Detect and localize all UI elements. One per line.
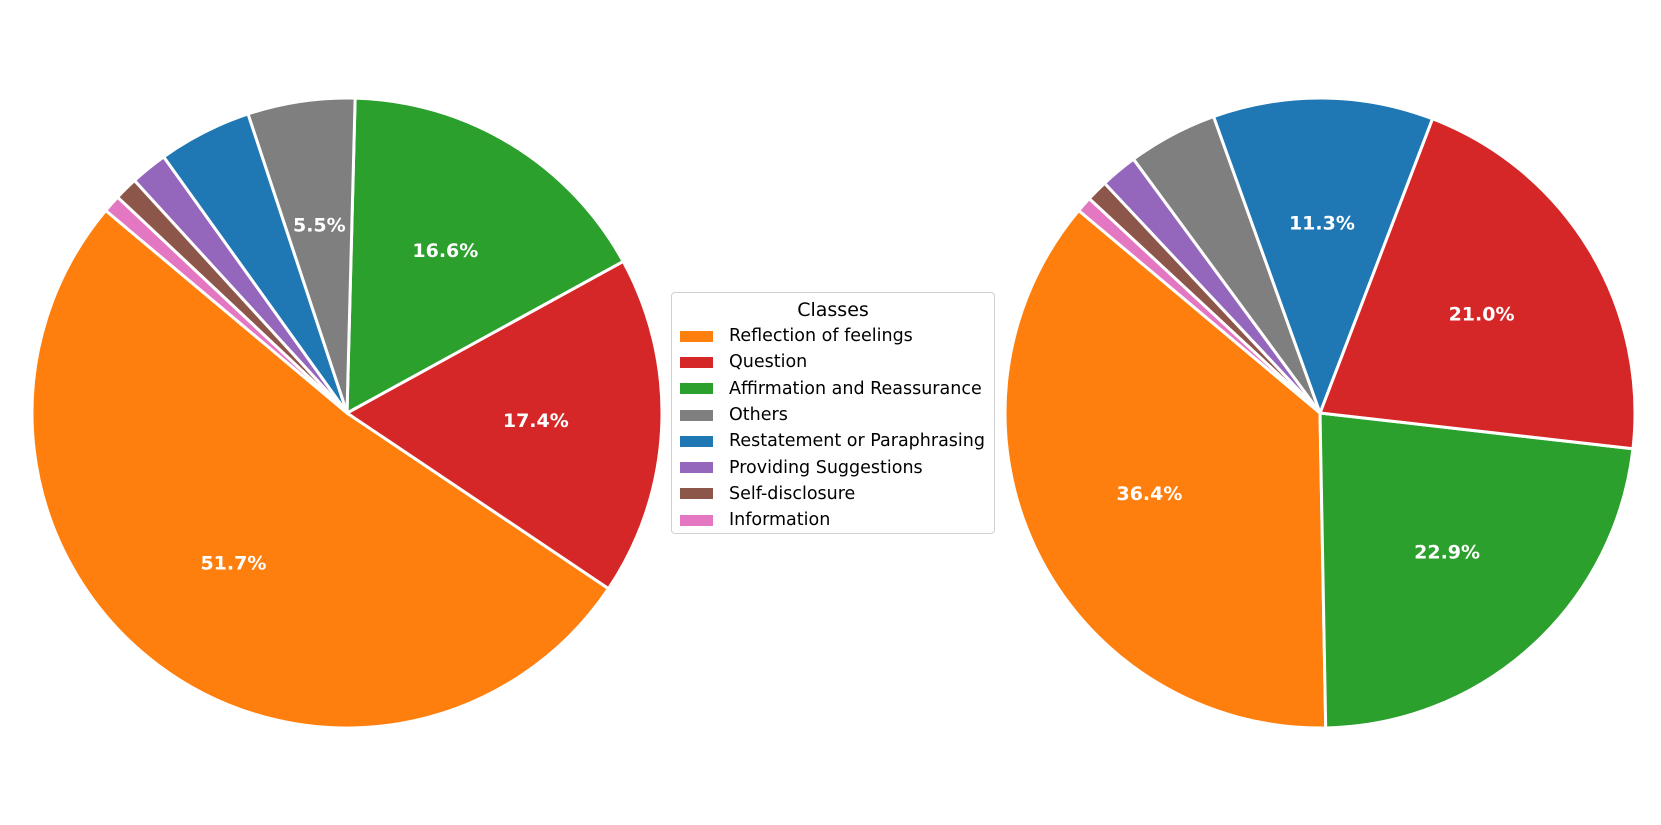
pie-slice-affirmation-and-reassurance (1318, 411, 1635, 730)
legend-item: Others (680, 402, 986, 428)
legend-item: Restatement or Paraphrasing (680, 428, 986, 454)
legend-label: Self-disclosure (729, 483, 856, 504)
pie-slice-information (1077, 197, 1322, 415)
pie-pct-label: 5.5% (293, 215, 346, 237)
legend-item: Providing Suggestions (680, 454, 986, 480)
pie-pct-label: 21.0% (1449, 303, 1515, 325)
legend-swatch (680, 514, 713, 526)
legend-item: Question (680, 349, 986, 375)
legend-swatch (680, 383, 713, 395)
legend-title: Classes (797, 299, 869, 321)
legend-swatch (680, 409, 713, 421)
pie-pct-label: 17.4% (503, 410, 569, 432)
legend-label: Providing Suggestions (729, 457, 923, 478)
legend-swatch (680, 462, 713, 474)
pie-pct-label: 22.9% (1414, 541, 1480, 563)
pie-slice-restatement-or-paraphrasing (1212, 96, 1434, 415)
legend: Classes Reflection of feelings Question … (671, 292, 995, 534)
legend-item: Reflection of feelings (680, 323, 986, 349)
pie-slice-question (345, 259, 664, 591)
legend-swatch (680, 435, 713, 447)
pie-slice-reflection-of-feelings (30, 209, 611, 730)
pie-chart-right: 36.4% 22.9% 21.0% 11.3% (1003, 96, 1637, 730)
pie-pct-label: 16.6% (412, 240, 478, 262)
legend-item: Affirmation and Reassurance (680, 376, 986, 402)
legend-swatch (680, 356, 713, 368)
legend-label: Reflection of feelings (729, 326, 913, 347)
pie-pct-label: 51.7% (200, 553, 266, 575)
pie-slice-information (104, 195, 349, 415)
pie-pct-label: 36.4% (1116, 483, 1182, 505)
pie-pct-label: 11.3% (1289, 213, 1355, 235)
legend-label: Question (729, 352, 808, 373)
legend-item: Information (680, 507, 986, 533)
legend-label: Restatement or Paraphrasing (729, 431, 985, 452)
pie-slice-reflection-of-feelings (1003, 209, 1328, 730)
legend-swatch (680, 488, 713, 500)
legend-label: Information (729, 510, 831, 531)
pie-slice-affirmation-and-reassurance (345, 96, 625, 415)
pie-slice-question (1318, 117, 1637, 451)
legend-label: Affirmation and Reassurance (729, 378, 982, 399)
pie-chart-left: 51.7% 17.4% 16.6% 5.5% (30, 96, 664, 730)
legend-swatch (680, 330, 713, 342)
legend-label: Others (729, 405, 788, 426)
legend-item: Self-disclosure (680, 481, 986, 507)
